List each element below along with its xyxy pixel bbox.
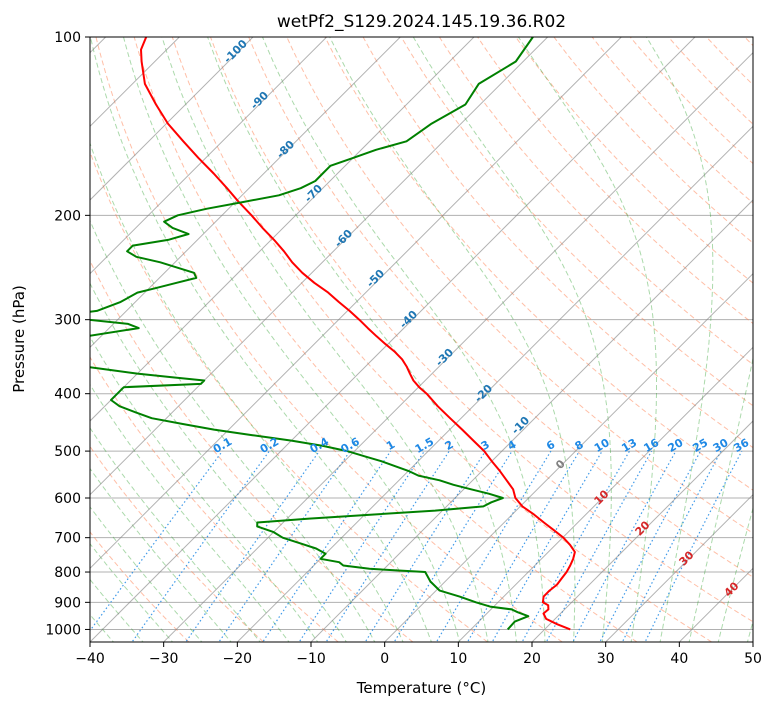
y-tick-label: 200 xyxy=(54,208,81,224)
dry-adiabat xyxy=(58,37,488,642)
y-tick-label: 1000 xyxy=(45,622,81,638)
dry-adiabat xyxy=(0,37,189,642)
isotherm xyxy=(532,37,775,642)
y-tick-label: 100 xyxy=(54,30,81,46)
isotherm xyxy=(164,37,769,642)
moist-adiabat xyxy=(689,37,775,644)
dry-adiabat xyxy=(707,37,775,642)
y-tick-label: 500 xyxy=(54,444,81,460)
moist-adiabat-label: -50 xyxy=(364,267,387,290)
moist-adiabat xyxy=(0,37,320,644)
x-tick-label: 50 xyxy=(744,651,762,667)
mixing-ratio-label: 25 xyxy=(690,436,710,455)
plot-frame xyxy=(90,37,753,642)
x-tick-label: 0 xyxy=(380,651,389,667)
y-tick-label: 400 xyxy=(54,387,81,403)
wet-bulb-label: 30 xyxy=(677,548,697,568)
y-tick-label: 700 xyxy=(54,531,81,547)
mixing-ratio-label: 0.6 xyxy=(338,435,362,456)
isotherm xyxy=(679,37,775,642)
isotherm xyxy=(0,37,474,642)
moist-adiabat-label: -60 xyxy=(332,227,355,250)
mixing-ratio-line xyxy=(644,451,742,644)
moist-adiabat xyxy=(124,37,461,644)
x-tick-label: −30 xyxy=(149,651,179,667)
moist-adiabats xyxy=(0,37,775,644)
moist-adiabat-label: -80 xyxy=(274,138,297,161)
mixing-ratio-label: 20 xyxy=(666,436,686,455)
moist-adiabat-label: -100 xyxy=(221,37,250,66)
x-tick-label: −20 xyxy=(223,651,253,667)
dry-adiabat xyxy=(516,37,775,642)
y-tick-label: 300 xyxy=(54,313,81,329)
dewpoint-line xyxy=(63,37,533,629)
isotherm xyxy=(16,37,621,642)
mixing-ratio-label: 16 xyxy=(641,436,661,455)
mixing-ratio-label: 0.4 xyxy=(308,435,332,456)
dry-adiabat xyxy=(745,37,775,642)
x-tick-label: −40 xyxy=(75,651,105,667)
moist-adiabat-label: -10 xyxy=(509,414,532,437)
mixing-ratio-line xyxy=(466,451,579,644)
moist-adiabat xyxy=(0,37,262,644)
y-tick-label: 900 xyxy=(54,595,81,611)
dry-adiabat xyxy=(0,37,338,642)
moist-adiabat xyxy=(62,37,405,644)
x-tick-label: 10 xyxy=(449,651,467,667)
isotherm xyxy=(0,37,400,642)
wet-bulb-label: 10 xyxy=(592,487,612,507)
mixing-ratio-label: 10 xyxy=(592,436,612,455)
dry-adiabat xyxy=(134,37,637,642)
moist-adiabat xyxy=(0,37,204,644)
temperature-line xyxy=(141,37,575,629)
x-axis-label: Temperature (°C) xyxy=(356,679,486,697)
moist-adiabat xyxy=(718,37,775,644)
moist-adiabat xyxy=(263,37,546,644)
isotherm xyxy=(385,37,775,642)
y-tick-label: 800 xyxy=(54,565,81,581)
mixing-ratio-label: 1.5 xyxy=(413,435,436,456)
mixing-ratio-label: 0.1 xyxy=(211,435,234,456)
isotherm xyxy=(0,37,327,642)
x-tick-label: 40 xyxy=(670,651,688,667)
y-tick-label: 600 xyxy=(54,491,81,507)
mixing-ratio-label: 30 xyxy=(711,436,731,455)
wet-bulb-label: 20 xyxy=(633,518,653,538)
mixing-ratio-line xyxy=(325,451,450,644)
dry-adiabat xyxy=(0,37,264,642)
mixing-ratio-line xyxy=(572,451,676,644)
dry-adiabat xyxy=(172,37,711,642)
x-tick-label: 20 xyxy=(523,651,541,667)
moist-adiabat-label: -40 xyxy=(397,308,420,331)
mixing-ratio-line xyxy=(599,451,701,644)
chart-title: wetPf2_S129.2024.145.19.36.R02 xyxy=(277,12,566,32)
x-tick-label: −10 xyxy=(296,651,326,667)
pressure-gridlines xyxy=(90,37,753,629)
isotherm xyxy=(237,37,775,642)
mixing-ratio-line xyxy=(80,451,222,644)
moist-adiabat xyxy=(208,37,517,644)
x-tick-label: 30 xyxy=(597,651,615,667)
dry-adiabat xyxy=(20,37,413,642)
moist-adiabat xyxy=(646,37,712,644)
moist-adiabat xyxy=(413,37,611,644)
isotherm xyxy=(753,37,775,642)
mixing-ratio-label: 36 xyxy=(732,436,752,455)
mixing-ratio-label: 13 xyxy=(619,436,639,455)
y-axis-label: Pressure (hPa) xyxy=(10,285,28,393)
moist-adiabat-label: -30 xyxy=(433,346,456,369)
moist-adiabat xyxy=(0,37,291,644)
moist-adiabat xyxy=(13,37,348,644)
dry-adiabat xyxy=(478,37,775,642)
isotherm xyxy=(458,37,775,642)
mixing-ratio-line xyxy=(364,451,486,644)
isotherm xyxy=(90,37,695,642)
moist-adiabat-label: -90 xyxy=(248,89,271,112)
